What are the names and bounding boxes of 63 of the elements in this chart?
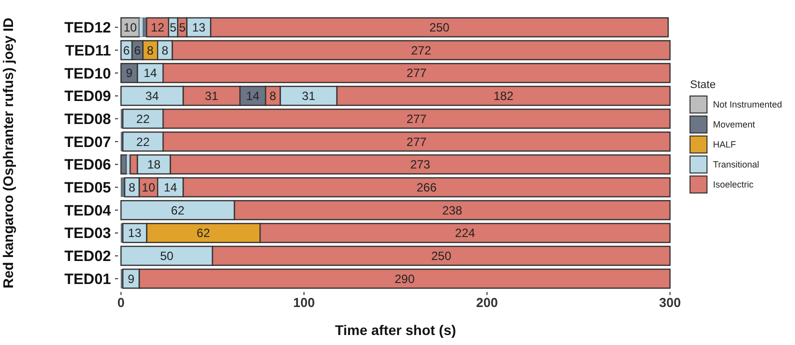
y-tick-label: TED02: [64, 248, 111, 266]
data-label: 5: [170, 20, 177, 35]
data-label: 250: [431, 249, 452, 264]
data-label: 266: [416, 180, 437, 194]
legend-label: HALF: [713, 140, 737, 150]
data-label: 62: [171, 203, 185, 218]
data-label: 34: [145, 89, 160, 104]
data-label: 62: [196, 226, 210, 240]
data-label: 13: [128, 226, 142, 240]
legend-label: Not Instrumented: [713, 100, 782, 110]
data-label: 273: [410, 158, 431, 172]
y-tick-label: TED06: [64, 156, 111, 174]
y-tick-label: TED10: [64, 65, 111, 82]
x-tick-label: 100: [293, 295, 315, 310]
data-label: 22: [136, 134, 150, 149]
data-label: 14: [164, 180, 178, 194]
y-tick-label: TED03: [64, 225, 111, 242]
y-tick-label: TED09: [64, 88, 111, 106]
y-tick-label: TED08: [64, 110, 111, 128]
data-label: 9: [126, 66, 133, 80]
data-label: 31: [204, 89, 219, 104]
y-tick-label: TED01: [64, 270, 111, 288]
data-label: 224: [455, 226, 476, 240]
y-tick-label: TED12: [64, 20, 111, 37]
y-tick-label: TED11: [65, 42, 111, 60]
data-label: 12: [150, 20, 165, 35]
legend-label: Isoelectric: [713, 180, 754, 190]
legend-label: Movement: [713, 120, 756, 130]
x-tick-label: 300: [659, 295, 681, 310]
data-label: 250: [429, 20, 450, 35]
data-label: 277: [406, 66, 427, 80]
x-axis-title: Time after shot (s): [334, 322, 456, 338]
data-label: 9: [128, 272, 135, 286]
data-label: 238: [442, 203, 463, 218]
data-label: 10: [123, 20, 138, 35]
data-label: 14: [144, 66, 158, 80]
legend-label: Transitional: [713, 160, 760, 170]
data-label: 50: [160, 249, 174, 264]
data-label: 272: [411, 43, 432, 58]
data-label: 8: [128, 180, 136, 194]
data-label: 8: [270, 89, 277, 104]
data-label: 14: [246, 89, 260, 104]
data-label: 182: [493, 89, 514, 104]
data-label: 6: [123, 43, 130, 58]
data-label: 6: [134, 43, 142, 58]
y-tick-label: TED07: [64, 134, 111, 151]
data-label: 277: [406, 134, 427, 149]
data-label: 22: [136, 112, 150, 126]
y-tick-label: TED04: [64, 202, 112, 220]
data-label: 13: [192, 20, 206, 35]
data-label: 31: [302, 89, 316, 104]
data-label: 290: [394, 272, 415, 286]
x-tick-label: 0: [117, 295, 125, 310]
x-tick-label: 200: [476, 295, 498, 310]
data-label: 8: [162, 43, 169, 58]
y-axis-title: Red kangaroo (Osphranter rufus) joey ID: [0, 18, 16, 288]
data-label: 10: [142, 180, 156, 194]
data-label: 277: [406, 112, 427, 126]
data-label: 8: [146, 43, 154, 58]
data-label: 18: [147, 158, 161, 172]
legend-title: State: [690, 79, 716, 91]
data-label: 5: [178, 20, 186, 35]
y-tick-label: TED05: [64, 180, 111, 197]
